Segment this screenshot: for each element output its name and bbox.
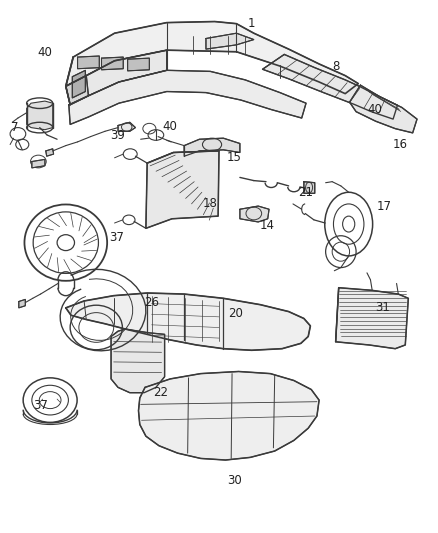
Text: 21: 21 <box>298 186 313 199</box>
Text: 22: 22 <box>153 386 168 399</box>
Polygon shape <box>46 149 53 156</box>
Polygon shape <box>304 182 315 193</box>
Polygon shape <box>66 21 358 94</box>
Polygon shape <box>336 288 408 349</box>
Polygon shape <box>138 372 319 460</box>
Text: 31: 31 <box>375 301 390 314</box>
Text: 40: 40 <box>368 103 383 116</box>
Text: 1: 1 <box>247 17 255 30</box>
Text: 26: 26 <box>144 296 159 309</box>
Polygon shape <box>350 85 417 133</box>
Text: 8: 8 <box>332 60 339 72</box>
Text: 15: 15 <box>227 151 242 164</box>
Text: 30: 30 <box>227 474 242 487</box>
Polygon shape <box>127 58 149 71</box>
Polygon shape <box>102 57 123 70</box>
Polygon shape <box>69 70 306 124</box>
Polygon shape <box>72 70 85 98</box>
Text: 40: 40 <box>162 120 177 133</box>
Text: 7: 7 <box>11 121 19 134</box>
Polygon shape <box>184 138 240 156</box>
Polygon shape <box>240 206 269 222</box>
Text: 40: 40 <box>38 46 53 59</box>
Text: 37: 37 <box>34 399 48 412</box>
Text: 39: 39 <box>110 128 125 141</box>
Text: 14: 14 <box>260 219 275 232</box>
Text: 16: 16 <box>393 138 408 151</box>
Polygon shape <box>66 293 311 350</box>
Text: 20: 20 <box>229 306 244 320</box>
Polygon shape <box>66 76 88 105</box>
Polygon shape <box>118 122 135 131</box>
Polygon shape <box>27 101 53 130</box>
Polygon shape <box>19 300 25 308</box>
Text: 37: 37 <box>110 231 124 244</box>
Text: 18: 18 <box>202 197 217 211</box>
Polygon shape <box>111 329 165 393</box>
Text: 17: 17 <box>377 199 392 213</box>
Polygon shape <box>206 33 254 49</box>
Polygon shape <box>262 54 397 119</box>
Polygon shape <box>146 151 219 228</box>
Polygon shape <box>78 56 99 69</box>
Polygon shape <box>32 159 45 168</box>
Polygon shape <box>66 50 167 105</box>
